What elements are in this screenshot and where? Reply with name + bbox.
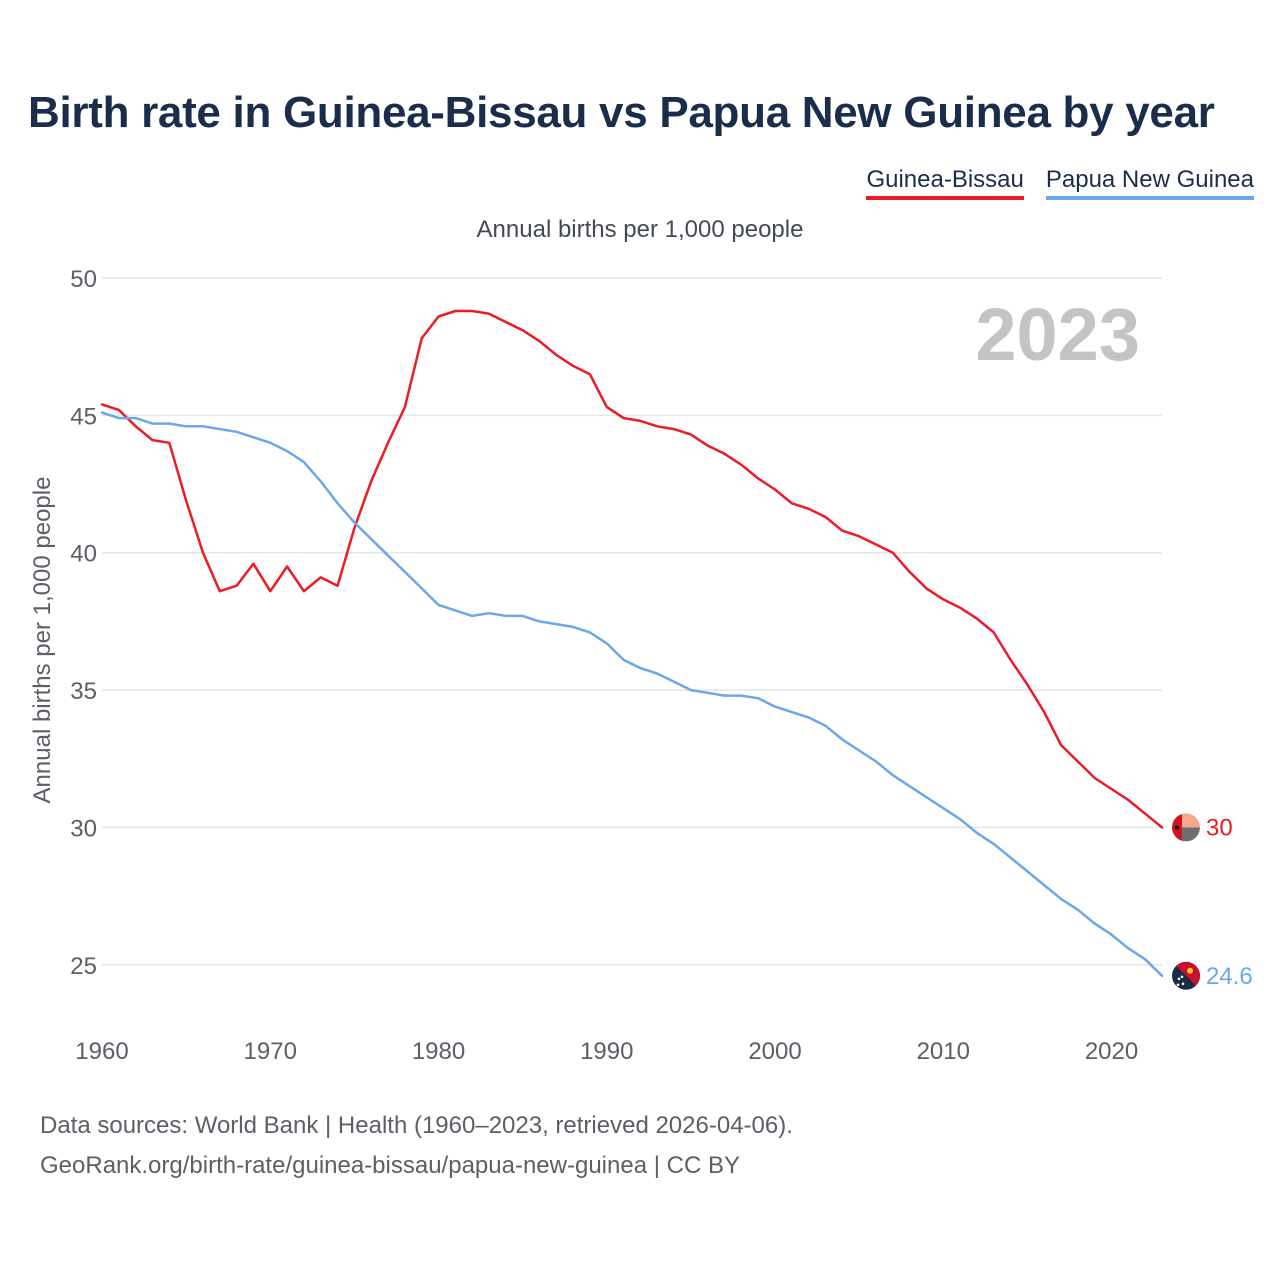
x-tick-label: 2010 (917, 1038, 970, 1065)
series-line-guinea-bissau[interactable] (100, 309, 1164, 829)
flag-icon-papua-new-guinea (1172, 961, 1200, 990)
chart-title: Birth rate in Guinea-Bissau vs Papua New… (28, 88, 1215, 137)
y-tick-label: 25 (70, 953, 97, 980)
end-value-label-guinea-bissau: 30 (1206, 814, 1233, 841)
x-tick-label: 1990 (580, 1038, 633, 1065)
year-watermark: 2023 (975, 293, 1140, 376)
y-axis-title: Annual births per 1,000 people (29, 477, 56, 804)
end-value-label-papua-new-guinea: 24.6 (1206, 963, 1253, 990)
x-tick-label: 1960 (75, 1038, 128, 1065)
footer: Data sources: World Bank | Health (1960–… (40, 1106, 793, 1186)
series-line-papua-new-guinea[interactable] (100, 411, 1164, 978)
flag-icon-guinea-bissau (1172, 813, 1200, 842)
y-tick-label: 50 (70, 266, 97, 293)
x-tick-label: 1980 (412, 1038, 465, 1065)
legend-item-guinea-bissau[interactable]: Guinea-Bissau (866, 166, 1024, 200)
source-note: Data sources: World Bank | Health (1960–… (40, 1112, 793, 1139)
x-tick-label: 2020 (1085, 1038, 1138, 1065)
legend-item-papua-new-guinea[interactable]: Papua New Guinea (1045, 166, 1254, 200)
x-tick-label: 1970 (244, 1038, 297, 1065)
y-tick-label: 45 (70, 403, 97, 430)
chart-subtitle: Annual births per 1,000 people (476, 216, 804, 243)
y-tick-label: 30 (70, 815, 97, 842)
legend: Guinea-Bissau Papua New Guinea (866, 166, 1254, 200)
line-chart: 25 30 35 40 45 50 1960 1970 1980 1990 2000 2010 2020… (29, 266, 1253, 1065)
x-tick-label: 2000 (748, 1038, 801, 1065)
source-link[interactable]: GeoRank.org/birth-rate/guinea-bissau/pap… (40, 1152, 740, 1179)
y-tick-label: 40 (70, 541, 97, 568)
y-tick-label: 35 (70, 678, 97, 705)
